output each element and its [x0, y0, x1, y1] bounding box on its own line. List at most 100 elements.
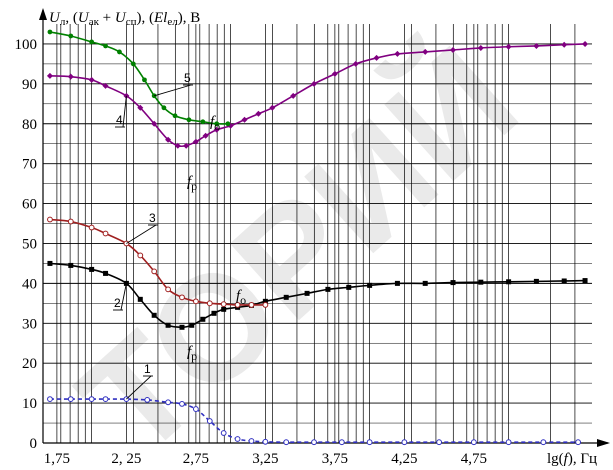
data-point-4	[202, 132, 209, 139]
data-point-4	[373, 54, 380, 61]
curve-label-4: 4	[116, 113, 123, 127]
data-point-5	[47, 29, 53, 35]
data-point-1	[88, 396, 95, 403]
data-point-3	[102, 230, 109, 237]
callout-line-1	[126, 375, 152, 400]
x-tick-label: 3,25	[252, 451, 278, 467]
data-point-2	[165, 322, 171, 328]
series-line-1	[49, 398, 579, 444]
data-point-2	[506, 279, 512, 285]
data-point-5	[89, 39, 95, 45]
data-point-4	[151, 120, 158, 127]
axis-labels: Uл, (Uак + Uсп), (Elел), В lg(f), Гц	[49, 10, 597, 467]
data-point-5	[214, 121, 220, 127]
data-point-1	[192, 406, 199, 412]
data-point-4	[67, 73, 74, 80]
data-point-4	[311, 80, 318, 87]
data-point-2	[221, 306, 227, 312]
freq-label: fр	[187, 174, 197, 193]
y-axis-arrow	[39, 8, 47, 20]
data-point-1	[67, 396, 74, 403]
data-point-4	[255, 110, 262, 117]
x-tick-label: 2, 25	[111, 451, 141, 467]
data-point-1	[234, 436, 241, 442]
data-point-1	[144, 397, 151, 403]
data-point-1	[165, 399, 171, 406]
data-point-1	[540, 439, 547, 446]
data-point-4	[477, 44, 484, 51]
data-point-3	[234, 302, 241, 308]
data-point-3	[151, 268, 158, 275]
markers-group	[46, 29, 589, 446]
y-axis-label: Uл, (Uак + Uсп), (Elел), В	[49, 10, 200, 28]
y-tick-label: 50	[22, 236, 37, 252]
data-point-4	[165, 136, 172, 143]
data-point-4	[352, 60, 359, 67]
data-point-3	[137, 252, 144, 259]
annotations: 1 2 3 4 5 fо fр fо fр	[113, 71, 246, 400]
y-tick-label: 80	[22, 117, 37, 133]
data-point-2	[137, 296, 143, 302]
data-point-4	[505, 43, 512, 50]
curve-label-3: 3	[149, 211, 156, 225]
y-tick-label: 10	[22, 396, 37, 412]
callout-line-5	[154, 84, 192, 97]
data-point-2	[304, 290, 310, 296]
data-point-4	[290, 92, 297, 99]
data-point-2	[211, 310, 217, 316]
data-point-1	[47, 396, 53, 403]
y-tick-label: 70	[22, 157, 37, 173]
callout-line-3	[126, 224, 157, 244]
data-point-2	[200, 316, 206, 322]
data-point-1	[436, 439, 443, 446]
data-point-5	[117, 49, 122, 55]
data-point-3	[192, 298, 199, 305]
data-point-3	[179, 294, 185, 301]
y-tick-label: 0	[30, 436, 38, 452]
data-point-5	[68, 33, 74, 39]
y-tick-label: 40	[22, 276, 37, 292]
data-point-2	[325, 286, 331, 292]
data-point-2	[582, 278, 588, 284]
data-point-5	[186, 117, 192, 123]
data-point-1	[220, 430, 227, 436]
data-point-5	[130, 61, 136, 67]
data-point-3	[220, 301, 227, 308]
x-tick-label: 1,75	[44, 451, 70, 467]
x-tick-label: 4,75	[461, 451, 487, 467]
data-point-3	[248, 302, 255, 308]
data-point-4	[561, 41, 568, 48]
data-point-1	[470, 439, 477, 446]
data-point-3	[67, 218, 74, 225]
curve-label-2: 2	[114, 296, 121, 310]
data-point-2	[533, 278, 539, 284]
data-point-1	[401, 439, 408, 446]
data-point-5	[142, 77, 147, 83]
data-point-4	[241, 116, 248, 123]
data-point-2	[283, 294, 289, 300]
data-point-4	[450, 46, 457, 53]
data-point-4	[394, 50, 401, 57]
x-tick-label: 3,75	[322, 451, 348, 467]
data-point-2	[262, 298, 268, 304]
data-point-2	[179, 324, 185, 330]
data-point-2	[367, 282, 373, 288]
data-point-1	[262, 438, 269, 445]
data-point-2	[478, 279, 484, 285]
data-point-1	[575, 439, 582, 446]
data-point-5	[225, 121, 231, 127]
y-tick-label: 90	[22, 77, 37, 93]
curve-label-1: 1	[144, 362, 151, 376]
data-point-3	[206, 300, 213, 307]
data-point-1	[248, 438, 255, 444]
x-axis-arrow	[597, 439, 610, 447]
curve-label-5: 5	[184, 71, 191, 85]
grid	[43, 24, 592, 444]
data-point-1	[366, 439, 373, 446]
data-point-4	[123, 92, 130, 99]
data-point-4	[46, 72, 53, 79]
freq-label: fр	[187, 344, 197, 363]
data-point-4	[88, 76, 95, 83]
y-tick-label: 60	[22, 197, 37, 213]
